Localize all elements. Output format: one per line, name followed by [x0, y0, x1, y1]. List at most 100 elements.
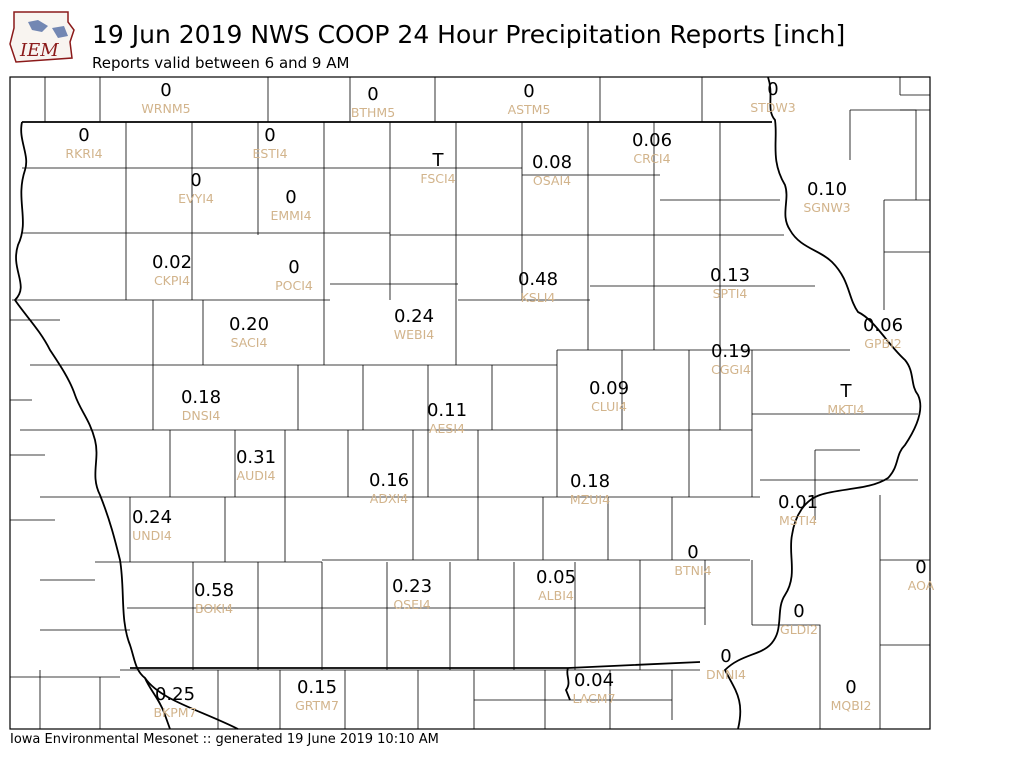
- station-value: 0: [367, 84, 378, 105]
- station-id: RKRI4: [65, 146, 102, 161]
- station-value: 0.06: [863, 315, 903, 336]
- station-id: GRTM7: [295, 698, 339, 713]
- station-id: AOA: [908, 578, 935, 593]
- station-value: 0.15: [297, 677, 337, 698]
- station-value: 0.08: [532, 152, 572, 173]
- iem-logo: IEM: [9, 11, 75, 63]
- map-title: 19 Jun 2019 NWS COOP 24 Hour Precipitati…: [92, 20, 846, 49]
- station-id: ALBI4: [538, 588, 574, 603]
- station-value: 0: [845, 677, 856, 698]
- station-id: SACI4: [231, 335, 268, 350]
- county-lines: [10, 77, 930, 729]
- station-id: CGGI4: [711, 362, 751, 377]
- state-borders: [13, 76, 922, 730]
- station-value: 0: [160, 80, 171, 101]
- station-value: 0.11: [427, 400, 467, 421]
- station-id: CLUI4: [591, 399, 627, 414]
- station-id: CRCI4: [633, 151, 670, 166]
- station-value: 0: [78, 125, 89, 146]
- station-id: MQBI2: [831, 698, 872, 713]
- station-id: AUDI4: [237, 468, 276, 483]
- station-id: MZUI4: [570, 492, 610, 507]
- station-value: 0.20: [229, 314, 269, 335]
- station-id: DNNI4: [706, 667, 746, 682]
- map-subtitle: Reports valid between 6 and 9 AM: [92, 54, 350, 72]
- station-id: WEBI4: [394, 327, 435, 342]
- station-value: 0.25: [155, 684, 195, 705]
- footer-credit: Iowa Environmental Mesonet :: generated …: [10, 732, 439, 747]
- station-id: AESI4: [429, 421, 465, 436]
- station-value: 0: [190, 170, 201, 191]
- station-value: 0.02: [152, 252, 192, 273]
- station-value: 0.13: [710, 265, 750, 286]
- station-value: 0: [720, 646, 731, 667]
- map-frame: [9, 76, 931, 730]
- station-id: MSTI4: [779, 513, 817, 528]
- station-id: UNDI4: [132, 528, 172, 543]
- station-id: ASTM5: [508, 102, 551, 117]
- station-value: 0.23: [392, 576, 432, 597]
- station-value: 0.24: [394, 306, 434, 327]
- logo-text: IEM: [19, 40, 59, 61]
- station-value: 0.05: [536, 567, 576, 588]
- station-value: 0: [523, 81, 534, 102]
- station-id: BOKI4: [195, 601, 233, 616]
- station-id: LACM7: [572, 691, 615, 706]
- station-value: 0: [285, 187, 296, 208]
- station-value: 0.18: [181, 387, 221, 408]
- station-id: WRNM5: [141, 101, 190, 116]
- station-value: 0.48: [518, 269, 558, 290]
- station-value: 0: [264, 125, 275, 146]
- station-id: GPBI2: [864, 336, 901, 351]
- station-id: POCI4: [275, 278, 313, 293]
- station-value: 0.58: [194, 580, 234, 601]
- station-id: SPTI4: [713, 286, 748, 301]
- station-value: 0: [793, 601, 804, 622]
- station-id: MKTI4: [827, 402, 864, 417]
- station-value: 0.09: [589, 378, 629, 399]
- station-id: DNSI4: [182, 408, 221, 423]
- station-id: SGNW3: [803, 200, 850, 215]
- station-id: BTHM5: [351, 105, 395, 120]
- station-value: 0.18: [570, 471, 610, 492]
- station-value: 0.10: [807, 179, 847, 200]
- station-id: BTNI4: [674, 563, 711, 578]
- station-id: KSLI4: [521, 290, 556, 305]
- station-id: GLDI2: [780, 622, 818, 637]
- station-id: EMMI4: [270, 208, 311, 223]
- station-id: BKPM7: [153, 705, 196, 720]
